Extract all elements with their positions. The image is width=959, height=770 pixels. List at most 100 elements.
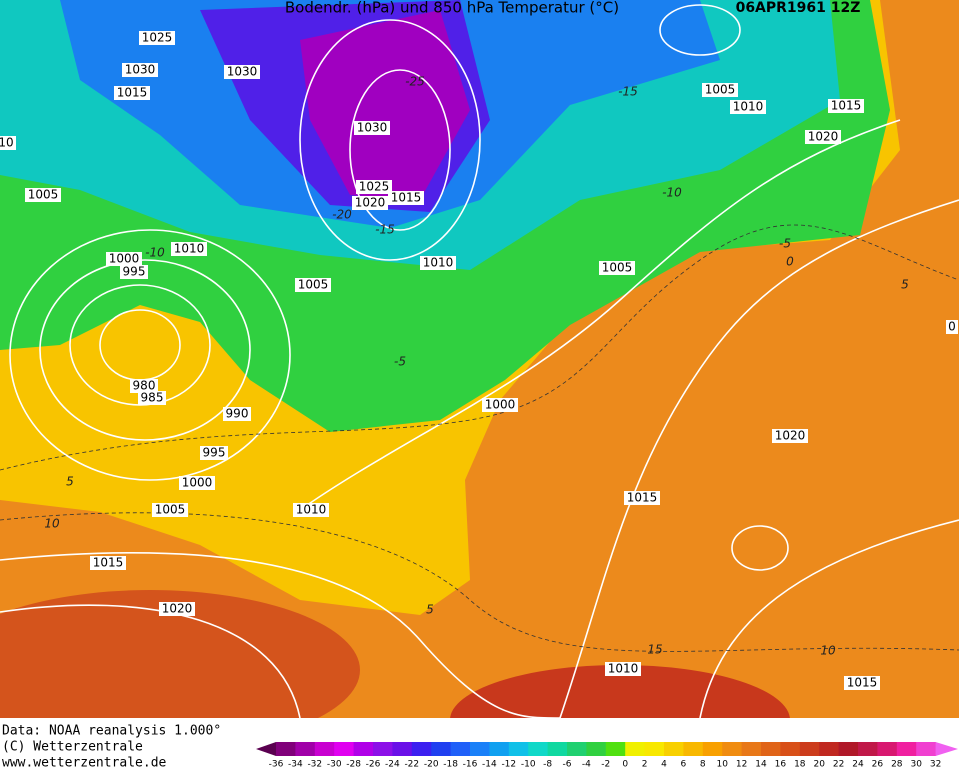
colorbar-label: 4 xyxy=(661,760,667,770)
colorbar-label: -4 xyxy=(582,760,591,770)
colorbar-label: 2 xyxy=(642,760,648,770)
isotherm-label: 0 xyxy=(786,255,794,269)
colorbar-label: 14 xyxy=(755,760,767,770)
isobar-label-box xyxy=(356,180,392,194)
isotherm-label: -5 xyxy=(394,355,406,369)
colorbar-cell xyxy=(567,742,587,756)
isobar-label: 1020 xyxy=(808,130,839,144)
isobar-label: 1000 xyxy=(182,476,213,490)
isobar-label-box xyxy=(805,130,841,144)
colorbar-label: 8 xyxy=(700,760,706,770)
isobar-label-box xyxy=(179,476,215,490)
colorbar-arrow xyxy=(256,742,276,756)
colorbar-cell xyxy=(896,742,917,756)
isobar-label: 1010 xyxy=(608,662,639,676)
colorbar-cell xyxy=(276,742,296,756)
colorbar-label: -24 xyxy=(385,760,400,770)
colorbar-arrow xyxy=(935,742,958,756)
isobar-label-box xyxy=(200,446,228,460)
isobar-label-box xyxy=(482,398,518,412)
colorbar-cell xyxy=(450,742,471,756)
isobar-label: 1015 xyxy=(93,556,124,570)
colorbar-cell xyxy=(644,742,665,756)
isobar-label-box xyxy=(354,121,390,135)
colorbar-cell xyxy=(528,742,549,756)
isotherm-label: -15 xyxy=(375,223,395,237)
isobar-label-box xyxy=(702,83,738,97)
colorbar-cell xyxy=(334,742,355,756)
isobar-label: 1010 xyxy=(733,100,764,114)
isotherm-label: -10 xyxy=(662,186,682,200)
isobar-label: 990 xyxy=(226,407,249,421)
isobar-label: 1010 xyxy=(174,242,205,256)
isobar-label: 1030 xyxy=(125,63,156,77)
isobar-label-box xyxy=(139,31,175,45)
colorbar-label: -18 xyxy=(443,760,458,770)
isobar-label: 985 xyxy=(141,391,164,405)
isobar-label-box xyxy=(828,99,864,113)
isobar-label-box xyxy=(223,407,251,421)
isobar-label-box xyxy=(25,188,61,202)
isotherm-label: 15 xyxy=(647,643,662,657)
isotherm-label: -20 xyxy=(332,208,352,222)
coldest-zone xyxy=(300,10,470,200)
colorbar-label: -22 xyxy=(404,760,419,770)
isotherm-label: -25 xyxy=(405,75,425,89)
colorbar-cell xyxy=(702,742,723,756)
isobar-label-box xyxy=(772,429,808,443)
isobar-label-box xyxy=(352,196,388,210)
isobar-label-box xyxy=(605,662,641,676)
isobar-label-box xyxy=(224,65,260,79)
colorbar-label: 32 xyxy=(930,760,941,770)
isobars xyxy=(0,4,959,719)
colorbar-cell xyxy=(411,742,432,756)
colorbar-cell xyxy=(916,742,937,756)
colorbar-cell xyxy=(314,742,335,756)
isobar-label-box xyxy=(130,379,158,393)
isotherm-label: 10 xyxy=(820,644,836,658)
colorbar-cell xyxy=(819,742,840,756)
colorbar-cell xyxy=(508,742,529,756)
colorbar-label: -32 xyxy=(307,760,322,770)
isobar-label-box xyxy=(295,278,331,292)
isobar-label-box xyxy=(122,63,158,77)
colorbar-label: -14 xyxy=(482,760,497,770)
isobar-label: 1030 xyxy=(357,121,388,135)
colorbar-label: -2 xyxy=(601,760,610,770)
isotherm-label: 10 xyxy=(44,517,60,531)
isobar-label: 1005 xyxy=(602,261,633,275)
isobar-label: 1020 xyxy=(355,196,386,210)
colorbar-label: -10 xyxy=(521,760,536,770)
isobar-label: 1025 xyxy=(142,31,173,45)
isobar-label-box xyxy=(106,252,142,266)
isobar-label: 1010 xyxy=(296,503,327,517)
isobar-label: 980 xyxy=(133,379,156,393)
colorbar-cell xyxy=(295,742,316,756)
colorbar-cell xyxy=(625,742,646,756)
isobar-label-box xyxy=(624,491,660,505)
isobar-label: 1015 xyxy=(847,676,878,690)
colorbar-cell xyxy=(799,742,820,756)
colorbar-label: -6 xyxy=(563,760,572,770)
colorbar-cell xyxy=(838,742,859,756)
colorbar-cell xyxy=(741,742,762,756)
colorbar-label: 18 xyxy=(794,760,806,770)
isobar-label: 1015 xyxy=(117,86,148,100)
colorbar-cell xyxy=(392,742,413,756)
isobar-label: 1025 xyxy=(359,180,390,194)
map-title: Bodendr. (hPa) und 850 hPa Temperatur (°… xyxy=(285,0,619,17)
footer-line: (C) Wetterzentrale xyxy=(2,740,143,755)
colorbar-label: 24 xyxy=(852,760,864,770)
isobar-label-box xyxy=(388,191,424,205)
colorbar-label: -36 xyxy=(269,760,284,770)
colorbar-label: -28 xyxy=(346,760,361,770)
isobar-label: 0 xyxy=(948,320,956,334)
colorbar-label: 6 xyxy=(681,760,687,770)
isobar-label: 1015 xyxy=(627,491,658,505)
colorbar-cell xyxy=(489,742,510,756)
isobar-label: 1005 xyxy=(155,503,186,517)
colorbar-cell xyxy=(431,742,452,756)
isobar-label-box xyxy=(844,676,880,690)
isotherm-label: 5 xyxy=(901,278,909,292)
